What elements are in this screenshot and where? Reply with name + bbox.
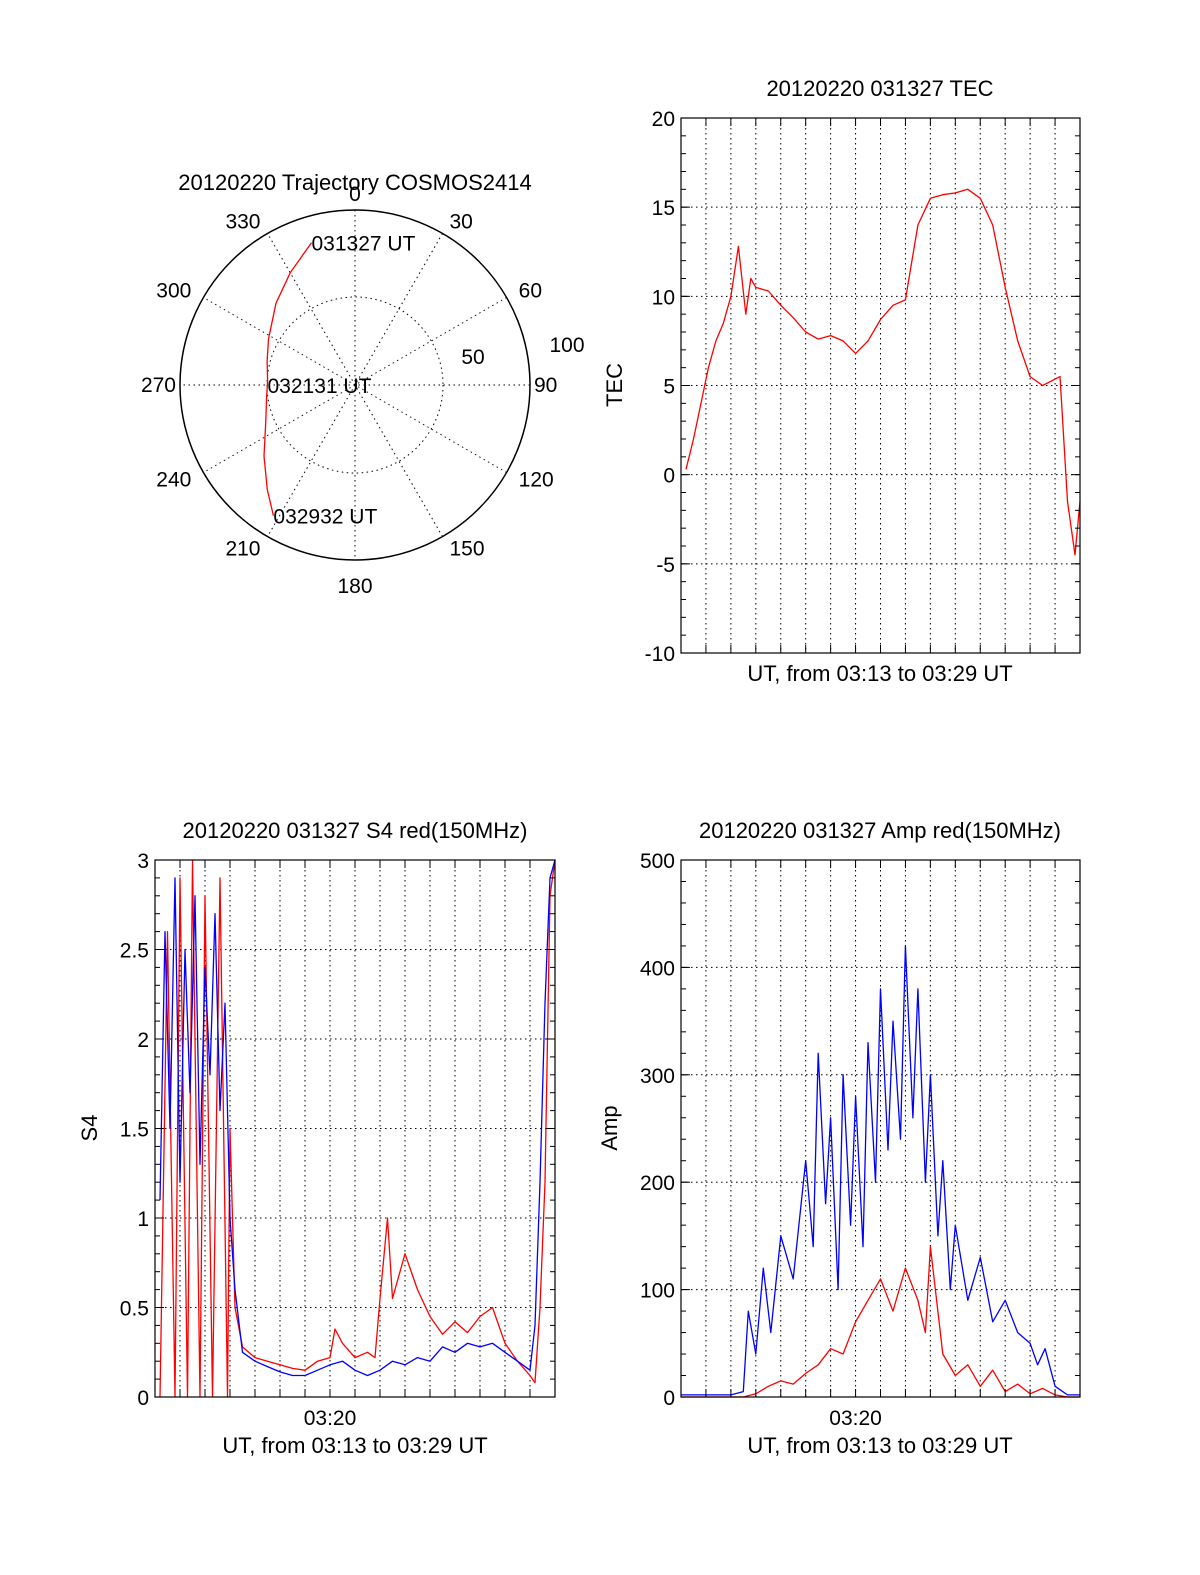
y-tick-label: 1: [137, 1208, 149, 1231]
azimuth-label-90: 90: [534, 374, 557, 397]
y-tick-label: 10: [652, 286, 675, 309]
azimuth-label-240: 240: [156, 469, 191, 492]
series-line-0: [159, 859, 556, 1398]
azimuth-label-120: 120: [519, 469, 554, 492]
s4-panel: 20120220 031327 S4 red(150MHz) 0 0.5 1 1.5 2…: [77, 818, 556, 1458]
track-time-label-0: 031327 UT: [312, 233, 416, 256]
azimuth-label-30: 30: [450, 210, 473, 233]
y-tick-label: 1.5: [120, 1119, 149, 1142]
y-tick-label: 0.5: [120, 1298, 149, 1321]
series-line-1: [159, 859, 556, 1377]
y-tick-label: -5: [656, 554, 675, 577]
y-tick-label: 500: [640, 850, 675, 873]
y-tick-label: 2.5: [120, 940, 149, 963]
y-tick-label: 0: [663, 465, 675, 488]
series-line-0: [681, 945, 1080, 1396]
azimuth-label-210: 210: [225, 538, 260, 561]
y-tick-label: -10: [645, 643, 675, 666]
azimuth-label-330: 330: [225, 210, 260, 233]
tec-panel: 20120220 031327 TEC -10 -5 0 5 10 15 20 TEC UT…: [602, 76, 1081, 686]
x-tick-label: 03:20: [304, 1407, 357, 1430]
radius-label-100: 100: [549, 334, 584, 357]
tec-ylabel: TEC: [602, 363, 627, 407]
y-tick-label: 0: [663, 1387, 675, 1410]
y-tick-label: 2: [137, 1029, 149, 1052]
polar-title: 20120220 Trajectory COSMOS2414: [178, 170, 531, 195]
track-time-label-2: 032932 UT: [273, 506, 377, 529]
y-tick-label: 100: [640, 1280, 675, 1303]
amp-ylabel: Amp: [597, 1105, 622, 1150]
s4-xlabel: UT, from 03:13 to 03:29 UT: [222, 1433, 487, 1458]
tec-title: 20120220 031327 TEC: [766, 76, 993, 101]
amp-title: 20120220 031327 Amp red(150MHz): [699, 818, 1061, 843]
track-time-label-1: 032131 UT: [268, 375, 372, 398]
y-tick-label: 20: [652, 108, 675, 131]
radius-label-50: 50: [461, 346, 484, 369]
s4-ylabel: S4: [77, 1115, 102, 1142]
y-tick-label: 0: [137, 1387, 149, 1410]
amp-xlabel: UT, from 03:13 to 03:29 UT: [747, 1433, 1012, 1458]
azimuth-label-270: 270: [141, 374, 176, 397]
x-tick-label: 03:20: [829, 1407, 882, 1430]
y-tick-label: 300: [640, 1065, 675, 1088]
polar-trajectory-panel: 20120220 Trajectory COSMOS2414 0 30 60 90 12…: [141, 170, 585, 598]
azimuth-label-0: 0: [349, 183, 361, 206]
polar-spoke-150: [267, 233, 443, 537]
azimuth-label-60: 60: [519, 280, 542, 303]
series-line-0: [685, 188, 1081, 556]
azimuth-label-180: 180: [337, 575, 372, 598]
y-tick-label: 400: [640, 957, 675, 980]
y-tick-label: 3: [137, 850, 149, 873]
y-tick-label: 15: [652, 197, 675, 220]
amp-panel: 20120220 031327 Amp red(150MHz) 0 100 200 3…: [597, 818, 1081, 1458]
azimuth-label-150: 150: [450, 538, 485, 561]
satellite-track: [263, 242, 313, 516]
y-tick-label: 5: [663, 376, 675, 399]
azimuth-label-300: 300: [156, 280, 191, 303]
s4-title: 20120220 031327 S4 red(150MHz): [183, 818, 528, 843]
tec-xlabel: UT, from 03:13 to 03:29 UT: [747, 661, 1012, 686]
y-tick-label: 200: [640, 1172, 675, 1195]
series-line-1: [681, 1245, 1080, 1398]
